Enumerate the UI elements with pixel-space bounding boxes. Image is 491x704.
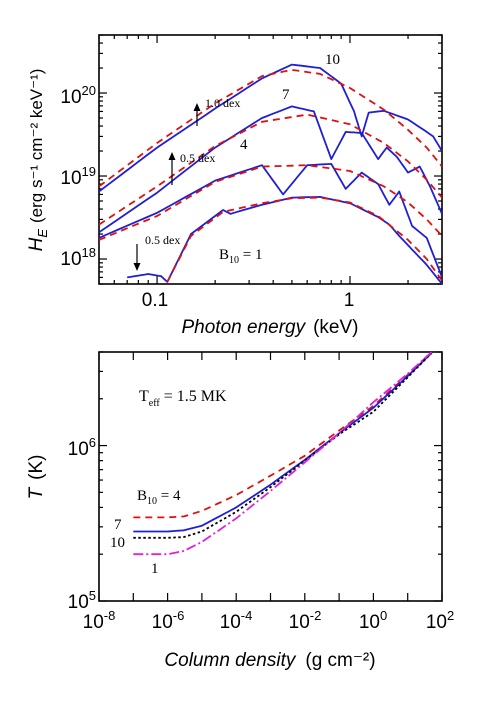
shift-label-3: 0.5 dex	[145, 233, 180, 247]
shift-arrowhead-3	[133, 263, 141, 271]
series-line-7-solid	[99, 105, 442, 234]
y-tick-label-1e6: 106	[68, 435, 96, 460]
shift-arrowhead-2	[168, 152, 176, 160]
x-tick-label-1e-6: 10-6	[152, 608, 185, 633]
teff-label: Teff = 1.5 MK	[139, 388, 227, 409]
y-tick-label-1e5: 105	[68, 588, 96, 613]
curve-label-b4: B10 = 4	[137, 488, 181, 507]
x-tick-labels: 10-8 10-6 10-4 10-2 100 102	[83, 608, 455, 633]
series-line-1-dash-dot	[133, 352, 433, 556]
series-line-4-solid	[99, 163, 442, 278]
x-tick-label-1e-4: 10-4	[220, 608, 253, 633]
x-axis-label-column-density: Column density (g cm⁻²)	[164, 650, 375, 671]
series-line-4-dashed	[99, 164, 442, 241]
curve-label-7: 7	[114, 517, 122, 533]
series-line-1-dashed	[166, 196, 442, 283]
y-axis-label: HE(erg s⁻¹ cm⁻² keV⁻¹)	[26, 69, 50, 252]
y-tick-label-1e18: 1018	[60, 245, 96, 270]
x-tick-label-1e0: 100	[359, 608, 387, 633]
shift-label-1: 1.0 dex	[205, 96, 240, 110]
curve-label-b1: B10 = 1	[219, 247, 262, 266]
x-tick-label-1e2: 102	[426, 608, 454, 633]
temperature-panel: 106 105 10-8 10-6 10-4 10-2 100 102 Colu…	[26, 351, 455, 671]
series-line-10-dotted	[133, 352, 433, 539]
series-line-10-solid	[99, 63, 442, 193]
spectrum-panel: 1020 1019 1018 0.1 1 Photon energy (keV) …	[26, 34, 443, 338]
temperature-curves	[133, 352, 433, 556]
y-tick-label-1e19: 1019	[60, 164, 96, 189]
spectrum-plot-frame	[98, 34, 443, 285]
y-tick-label-1e20: 1020	[60, 83, 96, 108]
curve-label-7: 7	[282, 87, 290, 103]
shift-arrowhead-1	[193, 103, 201, 111]
spectrum-curves	[99, 63, 442, 284]
series-line-4-dashed	[133, 352, 433, 519]
series-line-7-solid	[133, 352, 433, 533]
curve-label-1: 1	[151, 561, 159, 577]
curve-label-10: 10	[110, 535, 125, 551]
x-axis-label: Photon energy (keV)	[182, 317, 359, 338]
y-axis-label-temperature: T(K)	[26, 455, 47, 500]
x-tick-label-1e-2: 10-2	[289, 608, 322, 633]
series-line-7-dashed	[99, 113, 442, 226]
temperature-ticks	[98, 351, 443, 602]
curve-label-4: 4	[240, 137, 248, 153]
x-tick-label-1e-8: 10-8	[83, 608, 116, 633]
shift-label-2: 0.5 dex	[180, 151, 215, 165]
series-line-10-dashed	[99, 69, 442, 188]
curve-label-10: 10	[325, 52, 340, 68]
x-tick-label-1: 1	[344, 290, 355, 311]
x-tick-label-0.1: 0.1	[142, 290, 168, 311]
